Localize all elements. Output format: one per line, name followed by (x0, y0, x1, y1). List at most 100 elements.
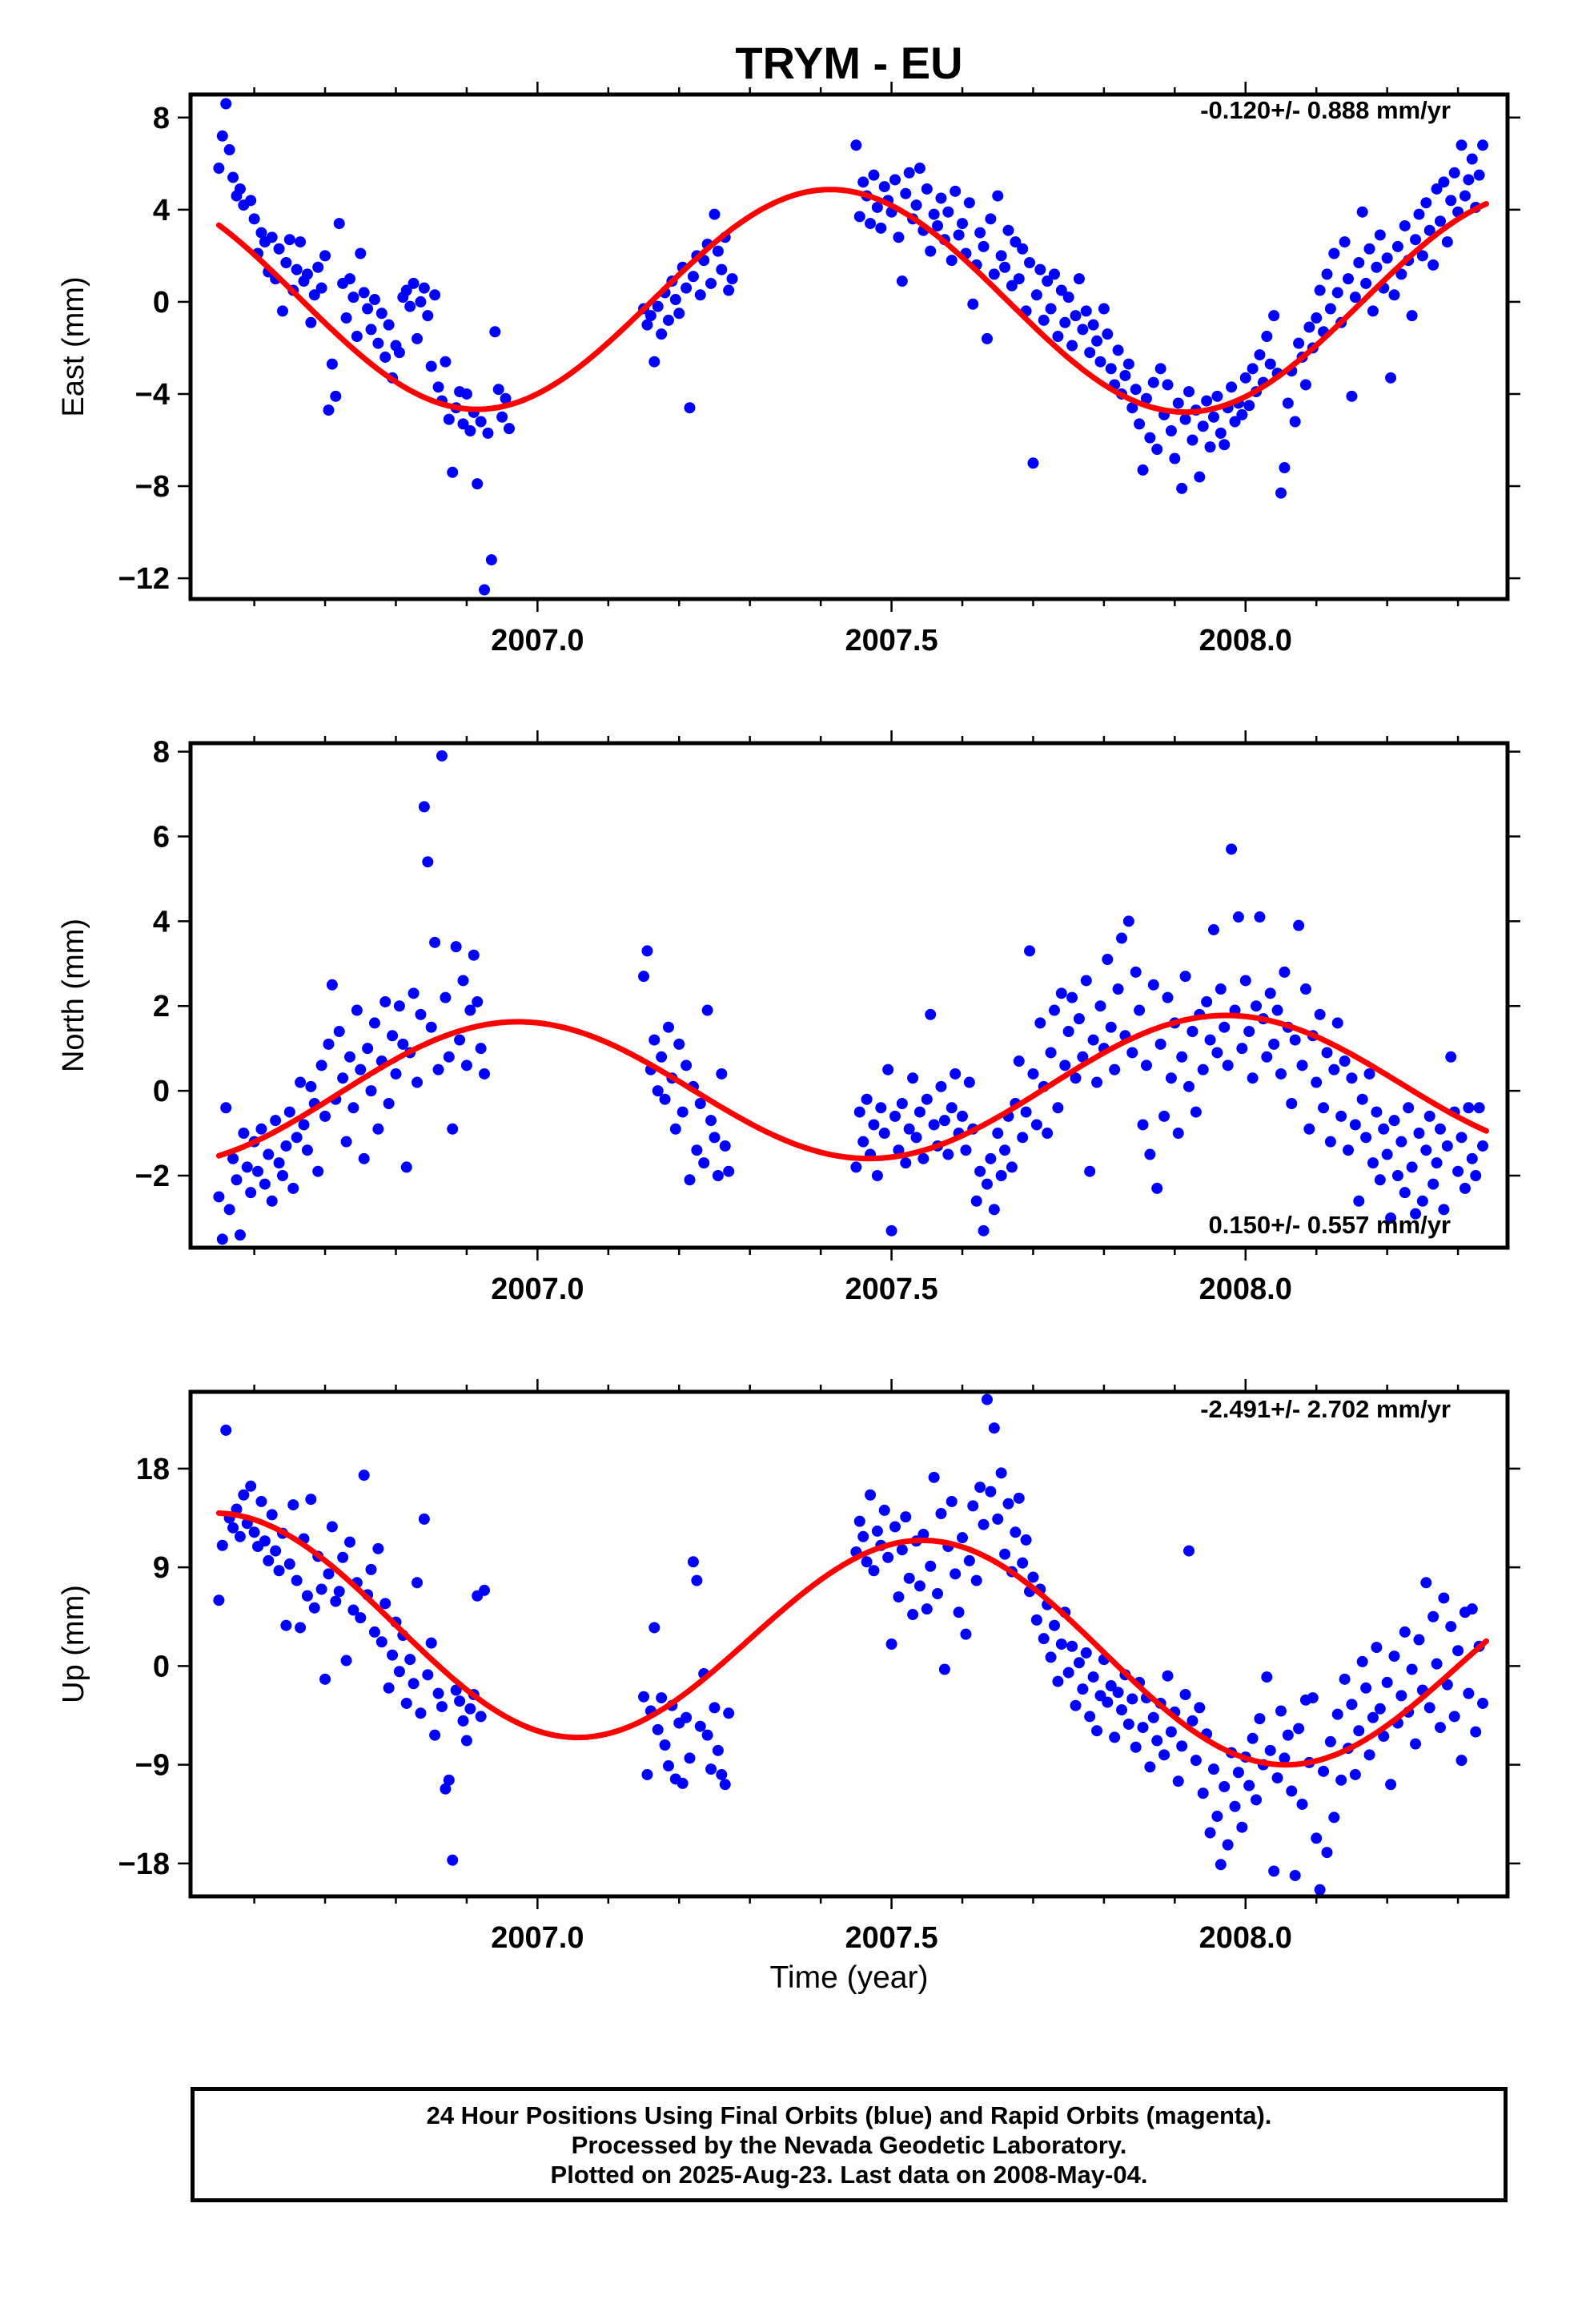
data-point (900, 1511, 912, 1523)
data-point (1190, 1106, 1202, 1118)
chart-title: TRYM - EU (735, 38, 962, 88)
x-tick-label: 2008.0 (1199, 1273, 1292, 1306)
data-point (333, 218, 345, 230)
data-point (1445, 1621, 1457, 1633)
data-point (1318, 1765, 1330, 1777)
data-point (1062, 1667, 1074, 1679)
data-point (347, 1102, 359, 1114)
data-point (1395, 1136, 1407, 1148)
data-point (1416, 250, 1428, 262)
data-point (1222, 1059, 1234, 1072)
data-point (1307, 1692, 1319, 1704)
data-point (1434, 1722, 1446, 1734)
data-point (1438, 1592, 1450, 1604)
data-point (379, 995, 391, 1007)
data-point (460, 1059, 472, 1072)
data-point (1042, 275, 1054, 287)
data-point (379, 351, 391, 363)
data-point (312, 261, 324, 273)
data-point (1328, 247, 1340, 259)
data-point (1343, 1144, 1355, 1156)
data-point (1052, 331, 1064, 343)
x-tick-label: 2008.0 (1199, 1921, 1292, 1955)
data-point (1002, 1498, 1014, 1510)
data-point (1378, 1123, 1390, 1135)
data-point (319, 1673, 331, 1685)
data-point (1073, 1657, 1085, 1669)
data-point (1431, 1658, 1443, 1670)
data-point (1147, 979, 1159, 991)
data-point (1279, 1752, 1291, 1764)
data-point (878, 1504, 890, 1516)
data-point (1391, 1170, 1403, 1181)
data-point (1456, 139, 1468, 151)
data-point (1406, 310, 1418, 322)
y-tick-label: −2 (135, 1160, 170, 1193)
data-point (988, 1422, 1000, 1434)
data-point (368, 1626, 380, 1638)
data-point (1073, 273, 1085, 285)
data-point (1232, 911, 1244, 923)
data-point (662, 1021, 674, 1033)
data-point (641, 945, 653, 957)
data-point (1303, 1123, 1315, 1135)
data-point (1477, 1697, 1489, 1709)
data-point (1027, 1068, 1039, 1080)
data-point (1084, 1711, 1096, 1723)
data-point (1059, 1059, 1071, 1072)
data-point (1204, 1034, 1216, 1046)
data-point (1247, 1732, 1259, 1744)
data-point (1427, 1178, 1439, 1190)
data-point (234, 1530, 246, 1542)
data-point (963, 1554, 975, 1566)
data-point (723, 284, 735, 296)
data-point (393, 347, 405, 359)
data-point (999, 1144, 1011, 1156)
data-point (227, 1152, 239, 1164)
data-point (1254, 349, 1266, 361)
caption-line-2: Processed by the Nevada Geodetic Laborat… (571, 2130, 1127, 2159)
data-point (1140, 1059, 1152, 1072)
data-point (995, 250, 1007, 262)
data-point (1239, 372, 1251, 384)
data-point (393, 1000, 405, 1012)
data-point (305, 316, 317, 328)
data-point (270, 1115, 282, 1127)
data-point (1070, 1072, 1082, 1084)
data-point (245, 1187, 257, 1199)
data-point (1024, 257, 1036, 268)
data-point (1154, 363, 1166, 375)
data-point (1363, 1068, 1375, 1080)
data-point (1261, 1051, 1273, 1063)
data-point (1279, 966, 1291, 978)
data-point (1052, 1102, 1064, 1114)
data-point (1122, 1718, 1134, 1730)
data-point (295, 236, 307, 248)
data-point (460, 1735, 472, 1747)
data-point (1296, 1059, 1308, 1072)
data-point (1006, 1161, 1018, 1173)
data-point (701, 1729, 713, 1741)
data-point (372, 337, 384, 349)
data-point (291, 1132, 303, 1144)
data-point (1162, 379, 1174, 391)
data-point (942, 206, 954, 218)
data-point (1378, 1731, 1390, 1743)
data-point (1112, 344, 1124, 356)
data-point (1275, 1705, 1287, 1717)
data-point (1413, 1634, 1425, 1646)
data-point (1194, 1702, 1206, 1714)
data-point (1346, 390, 1358, 402)
data-point (1013, 273, 1025, 285)
data-point (227, 171, 239, 183)
data-point (974, 1165, 986, 1177)
data-point (981, 1393, 993, 1405)
data-point (404, 300, 416, 312)
data-point (662, 314, 674, 326)
data-point (263, 1554, 275, 1566)
data-point (375, 1636, 387, 1648)
data-point (681, 282, 693, 294)
data-point (1137, 464, 1149, 476)
y-tick-label: −12 (118, 562, 170, 596)
